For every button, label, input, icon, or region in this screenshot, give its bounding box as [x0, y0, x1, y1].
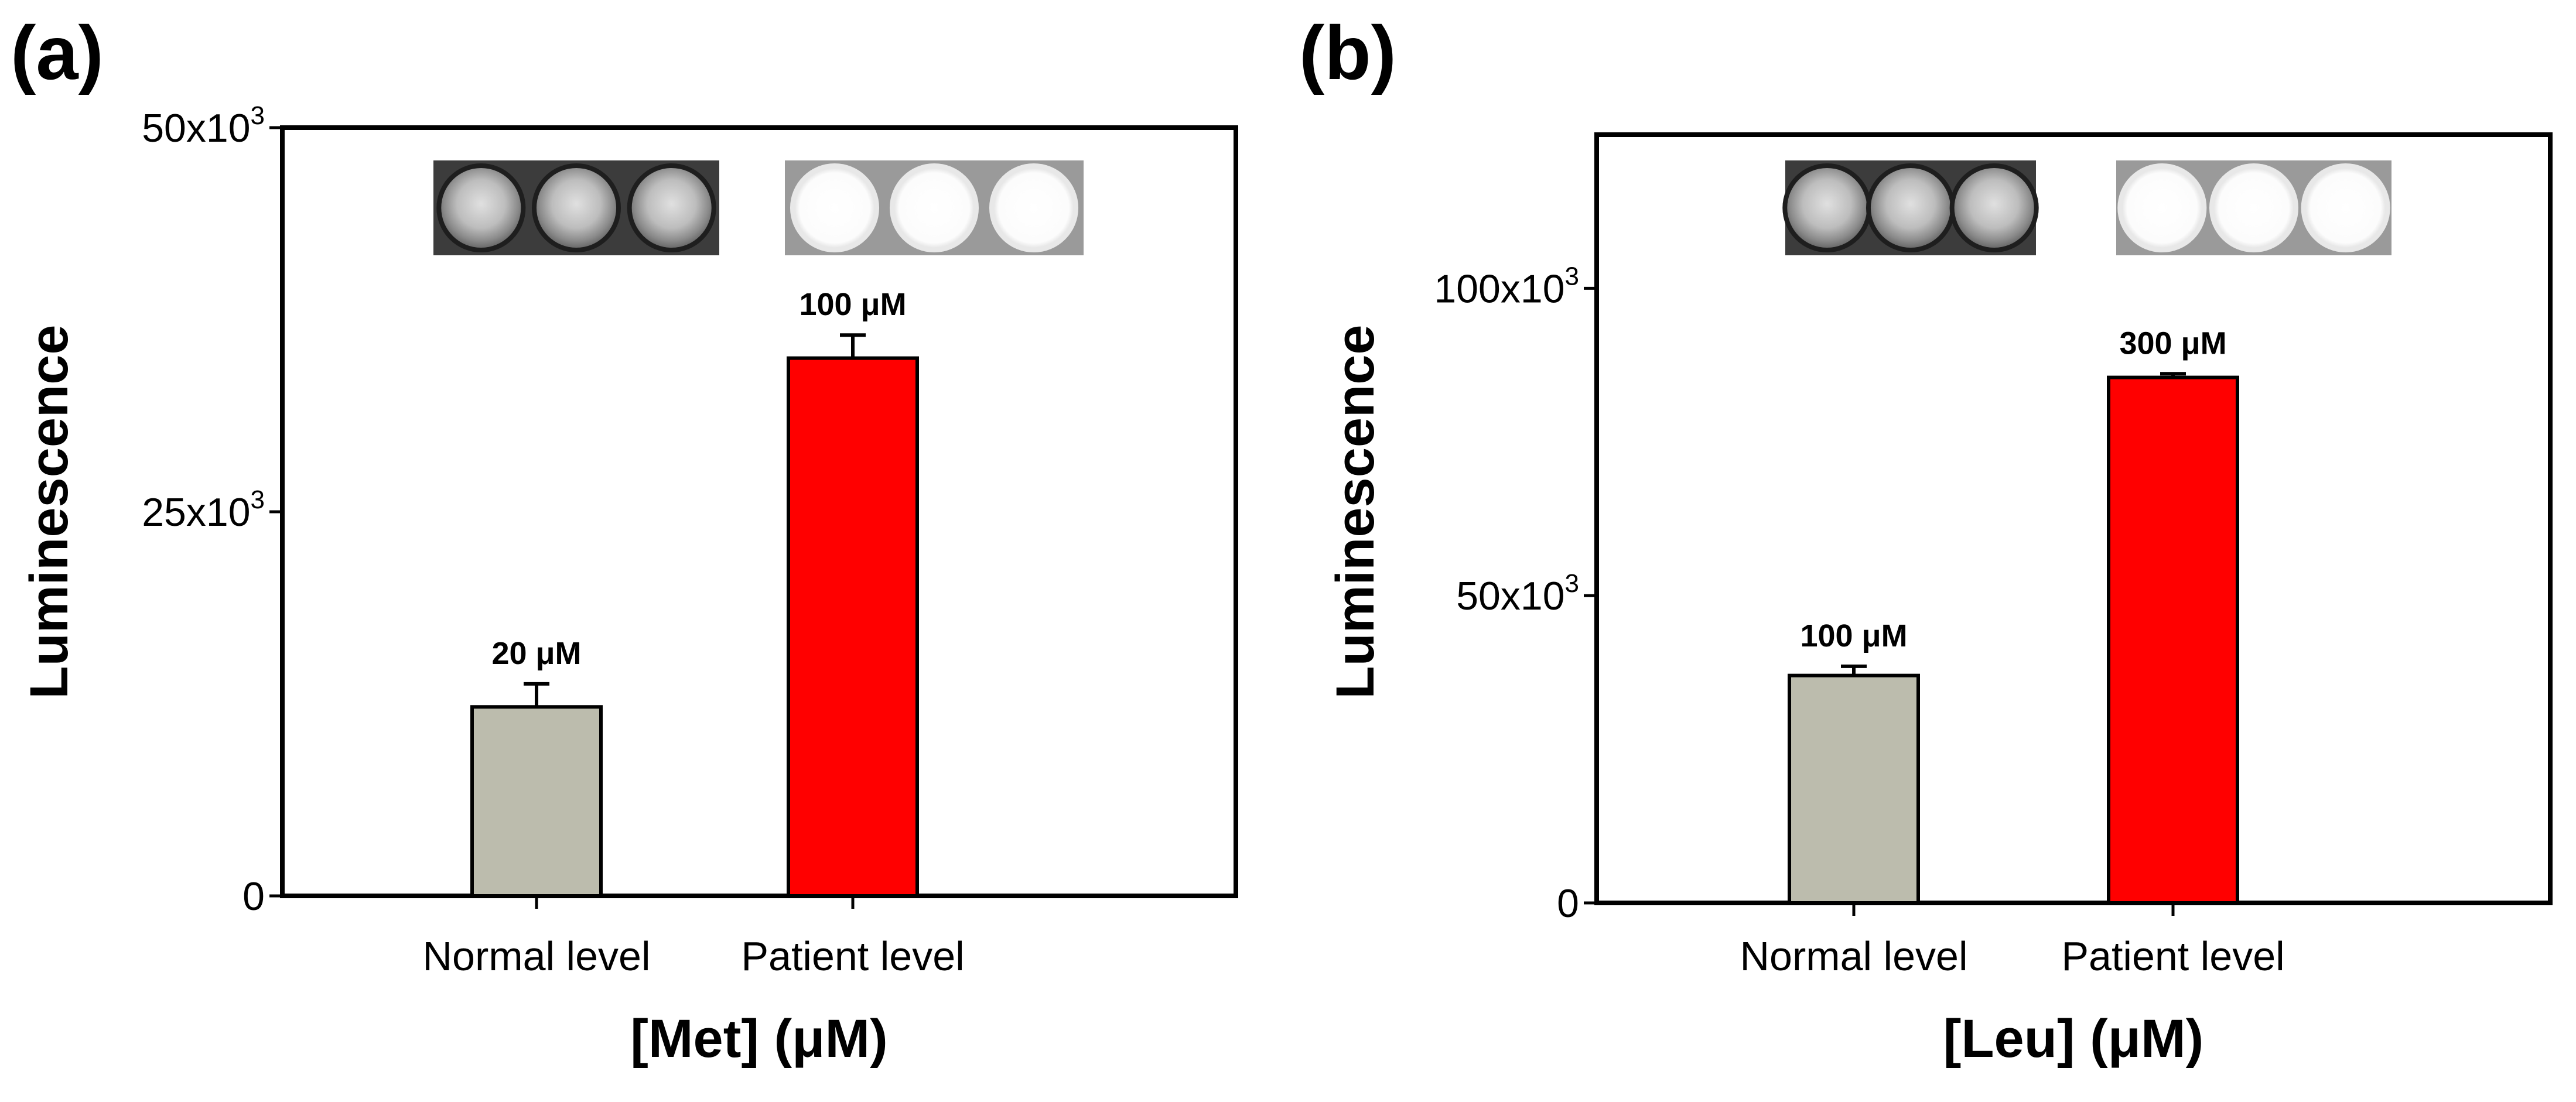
- normal-wells-image: [433, 160, 719, 255]
- plot-frame: [1594, 132, 2553, 905]
- well: [1870, 167, 1951, 248]
- patient-wells-image: [785, 160, 1084, 255]
- panel-label: (a): [11, 10, 104, 95]
- bar-value-label: 100 μM: [799, 287, 906, 322]
- bar-patient: [787, 356, 919, 898]
- bar-value-label: 20 μM: [491, 636, 581, 671]
- bar-patient: [2107, 375, 2239, 905]
- y-tick-label: 100x103: [1434, 262, 1579, 311]
- x-axis-label: [Leu] (μM): [1943, 1009, 2204, 1069]
- well: [2213, 167, 2294, 248]
- y-tick-label: 0: [242, 874, 265, 919]
- y-axis-label: Luminescence: [1325, 324, 1385, 699]
- category-label: Normal level: [423, 933, 651, 979]
- y-tick-label: 0: [1557, 881, 1579, 926]
- well: [1787, 167, 1867, 248]
- normal-wells-image: [1782, 160, 2039, 255]
- y-tick-label: 50x103: [142, 101, 265, 150]
- well: [631, 167, 712, 248]
- plot-frame: [280, 125, 1238, 898]
- well: [993, 167, 1074, 248]
- bar-value-label: 300 μM: [2119, 326, 2226, 361]
- category-label: Normal level: [1740, 933, 1968, 979]
- well: [441, 167, 521, 248]
- y-tick-label: 50x103: [1456, 569, 1579, 618]
- well: [536, 167, 617, 248]
- well: [1954, 167, 2034, 248]
- bar-normal: [1788, 673, 1920, 905]
- well: [2305, 167, 2386, 248]
- bar-value-label: 100 μM: [1800, 618, 1907, 653]
- y-axis-label: Luminescence: [19, 324, 79, 699]
- well: [794, 167, 875, 248]
- y-tick-label: 25x103: [142, 485, 265, 535]
- well: [894, 167, 975, 248]
- bar-normal: [470, 705, 603, 898]
- category-label: Patient level: [2061, 933, 2284, 979]
- well: [2122, 167, 2202, 248]
- category-label: Patient level: [741, 933, 964, 979]
- panel-label: (b): [1299, 10, 1396, 95]
- patient-wells-image: [2116, 160, 2391, 255]
- chart-panel-a: (a) 0 25x103 50x103 Luminescence 20 μM Normal …: [11, 10, 1238, 1069]
- chart-panel-b: (b) 0 50x103 100x103 Luminescence 100 μM Norma…: [1299, 10, 2553, 1069]
- x-axis-label: [Met] (μM): [630, 1009, 887, 1069]
